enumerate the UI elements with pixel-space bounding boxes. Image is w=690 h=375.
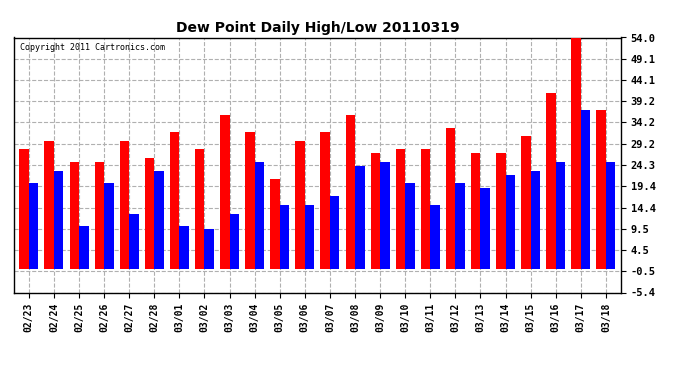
Bar [279, 205, 289, 269]
Bar [170, 132, 179, 269]
Bar [245, 132, 255, 269]
Bar [129, 213, 139, 269]
Bar [220, 115, 230, 269]
Bar [521, 136, 531, 269]
Bar [104, 183, 114, 269]
Text: Copyright 2011 Cartronics.com: Copyright 2011 Cartronics.com [20, 43, 165, 52]
Bar [405, 183, 415, 269]
Bar [355, 166, 364, 269]
Bar [44, 141, 54, 269]
Bar [606, 162, 615, 269]
Bar [19, 149, 29, 269]
Bar [380, 162, 390, 269]
Bar [346, 115, 355, 269]
Bar [421, 149, 431, 269]
Bar [79, 226, 88, 269]
Bar [455, 183, 465, 269]
Bar [119, 141, 129, 269]
Bar [571, 38, 581, 269]
Bar [581, 111, 591, 269]
Bar [371, 153, 380, 269]
Bar [145, 158, 155, 269]
Bar [496, 153, 506, 269]
Bar [555, 162, 565, 269]
Bar [305, 205, 315, 269]
Bar [480, 188, 490, 269]
Bar [531, 171, 540, 269]
Bar [270, 179, 279, 269]
Bar [446, 128, 455, 269]
Title: Dew Point Daily High/Low 20110319: Dew Point Daily High/Low 20110319 [175, 21, 460, 35]
Bar [54, 171, 63, 269]
Bar [506, 175, 515, 269]
Bar [230, 213, 239, 269]
Bar [596, 111, 606, 269]
Bar [320, 132, 330, 269]
Bar [155, 171, 164, 269]
Bar [70, 162, 79, 269]
Bar [195, 149, 204, 269]
Bar [204, 228, 214, 269]
Bar [395, 149, 405, 269]
Bar [179, 226, 189, 269]
Bar [431, 205, 440, 269]
Bar [546, 93, 555, 269]
Bar [330, 196, 339, 269]
Bar [29, 183, 39, 269]
Bar [255, 162, 264, 269]
Bar [471, 153, 480, 269]
Bar [295, 141, 305, 269]
Bar [95, 162, 104, 269]
